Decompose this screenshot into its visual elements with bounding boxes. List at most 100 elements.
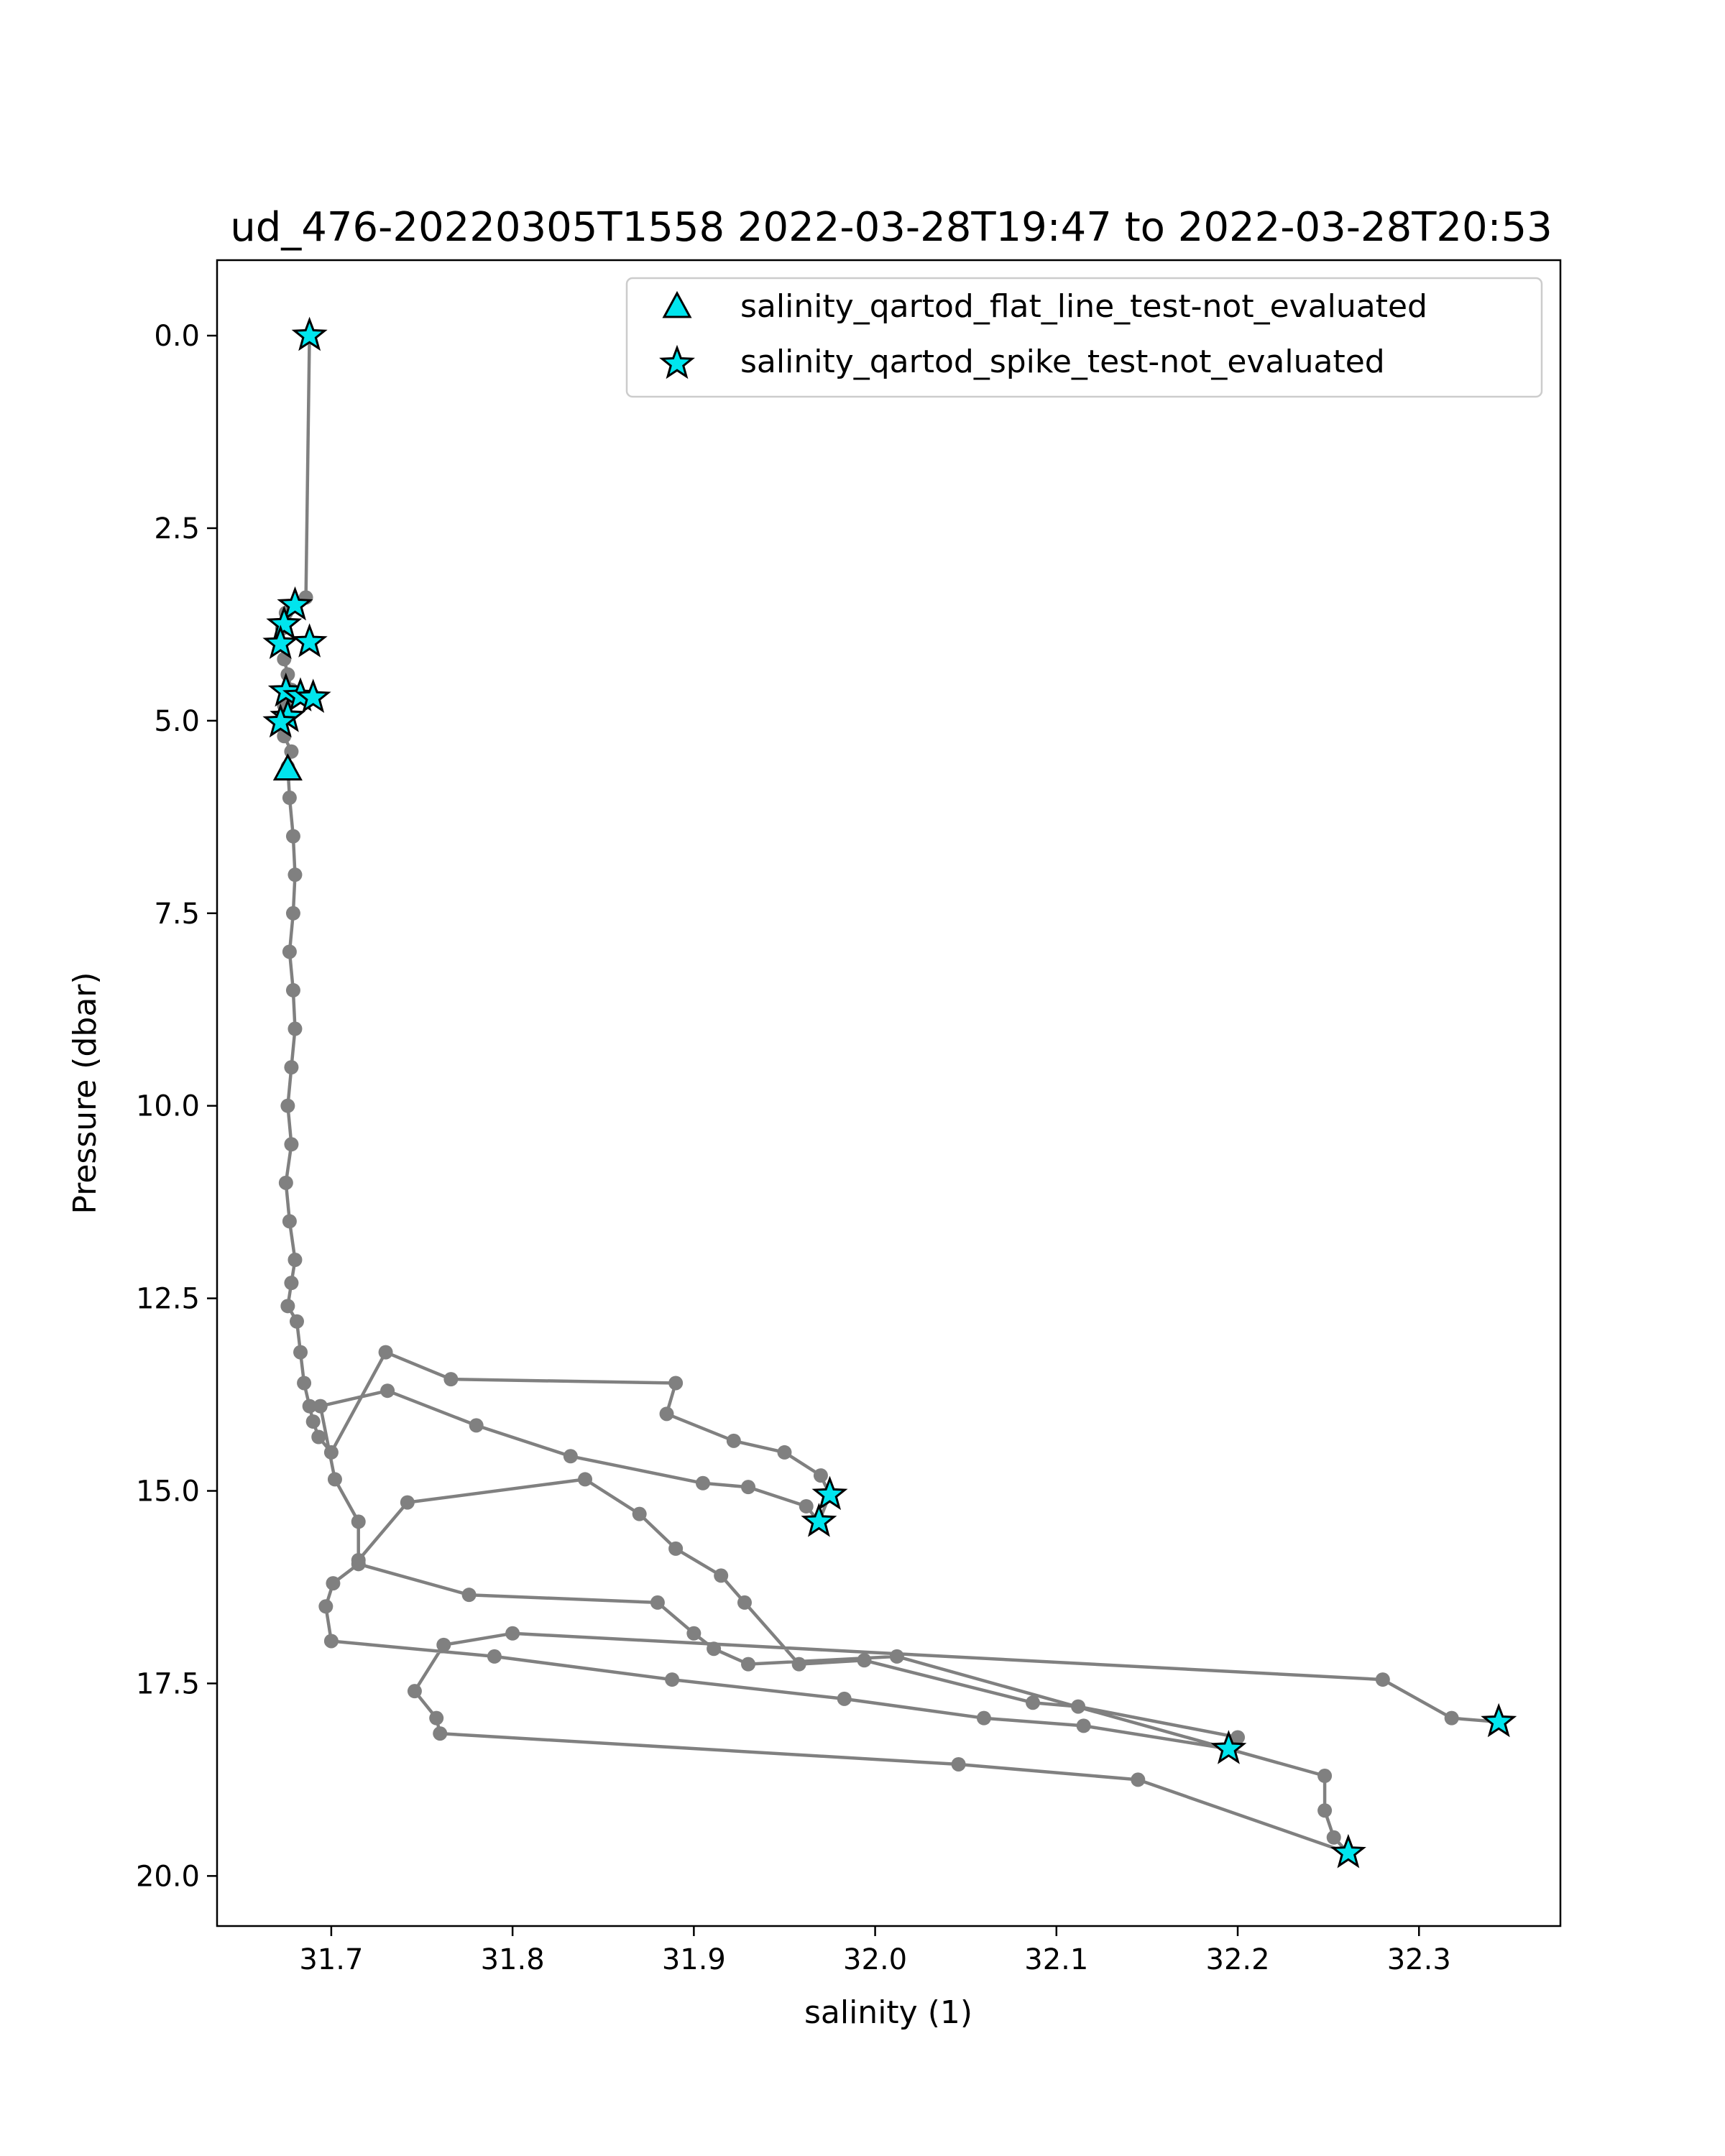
profile-point [323, 1634, 339, 1649]
spike-test-marker [1330, 1833, 1366, 1869]
profile-point [737, 1595, 752, 1610]
profile-point [297, 1376, 312, 1391]
profile-point [280, 1299, 295, 1314]
spike-test-marker [291, 316, 328, 351]
profile-point [282, 944, 297, 959]
profile-point [799, 1498, 814, 1514]
profile-point [505, 1626, 520, 1641]
profile-point [777, 1445, 792, 1460]
profile-point [318, 1599, 334, 1614]
x-tick-label-3: 32.0 [843, 1943, 907, 1976]
profile-point [289, 1314, 304, 1329]
legend-star-icon [659, 344, 695, 379]
spike-test-marker [811, 1475, 848, 1511]
spike-test-marker [266, 605, 303, 640]
profile-point [889, 1649, 904, 1664]
profile-point [323, 1445, 339, 1460]
profile-point [741, 1480, 756, 1495]
profile-point [433, 1726, 448, 1741]
profile-point [285, 906, 300, 921]
profile-point [326, 1576, 341, 1591]
y-tick-label-2: 5.0 [154, 705, 200, 738]
y-tick-label-6: 15.0 [136, 1475, 200, 1508]
spike-test-marker [277, 586, 313, 621]
profile-point [282, 1214, 297, 1229]
profile-point [282, 791, 297, 806]
profile-point [837, 1691, 852, 1706]
profile-point [659, 1406, 674, 1422]
profile-point [327, 1472, 342, 1487]
profile-point [668, 1541, 684, 1556]
x-axis: 31.7 31.8 31.9 32.0 32.1 32.2 32.3 [299, 1926, 1451, 1976]
profile-point [1317, 1769, 1333, 1784]
profile-point [578, 1472, 593, 1487]
y-tick-label-7: 17.5 [136, 1667, 200, 1700]
profile-point [650, 1595, 665, 1610]
profile-point [284, 1276, 299, 1291]
profile-point [1317, 1803, 1333, 1818]
y-tick-label-4: 10.0 [136, 1090, 200, 1123]
profile-point [951, 1756, 966, 1772]
profile-point [278, 1175, 293, 1190]
profile-point [1026, 1695, 1041, 1710]
y-tick-label-5: 12.5 [136, 1283, 200, 1316]
profile-point [707, 1641, 722, 1657]
flat-line-test-marker [272, 753, 303, 780]
profile-point [305, 1414, 321, 1429]
profile-point [302, 1399, 317, 1414]
profile-point [1230, 1730, 1246, 1745]
chart-title: ud_476-20220305T1558 2022-03-28T19:47 to… [230, 204, 1552, 251]
profile-point [1076, 1718, 1091, 1733]
legend-triangle-icon [662, 290, 692, 318]
profile-point [791, 1657, 806, 1672]
x-tick-label-5: 32.2 [1206, 1943, 1270, 1976]
profile-point [813, 1468, 828, 1483]
spike-test-marker [291, 623, 328, 658]
profile-point [436, 1637, 451, 1652]
y-tick-label-3: 7.5 [154, 898, 200, 931]
legend-frame [625, 277, 1543, 398]
y-tick-label-1: 2.5 [154, 512, 200, 545]
x-axis-label: salinity (1) [804, 1994, 972, 2031]
profile-point [285, 829, 300, 844]
profile-point [443, 1372, 459, 1387]
profile-point [665, 1672, 680, 1687]
x-tick-label-6: 32.3 [1387, 1943, 1451, 1976]
profile-point [487, 1649, 502, 1664]
x-tick-label-0: 31.7 [299, 1943, 363, 1976]
profile-point [726, 1433, 741, 1448]
profile-line [279, 335, 1499, 1855]
profile-point [400, 1495, 415, 1510]
profile-point [351, 1514, 366, 1529]
profile-point [280, 1098, 295, 1113]
profile-point [351, 1557, 366, 1572]
profile-point [378, 1345, 393, 1360]
legend-label-flat-line: salinity_qartod_flat_line_test-not_evalu… [740, 288, 1427, 325]
profile-point [380, 1383, 395, 1399]
profile-point [288, 1021, 303, 1036]
profile-point [288, 867, 303, 883]
profile-point [695, 1475, 710, 1491]
spike-test-marker [1210, 1730, 1247, 1764]
y-axis-label: Pressure (dbar) [67, 972, 104, 1214]
plot-area [262, 316, 1517, 1869]
profile-point [469, 1418, 484, 1433]
profile-point [563, 1449, 578, 1464]
profile-point [976, 1710, 991, 1726]
profile-point [407, 1684, 422, 1699]
profile-point [293, 1345, 308, 1360]
spike-test-marker [262, 625, 299, 659]
profile-point [741, 1657, 756, 1672]
x-tick-label-2: 31.9 [662, 1943, 726, 1976]
spike-test-marker [262, 703, 299, 738]
profile-point [461, 1588, 477, 1603]
profile-point [1071, 1699, 1086, 1714]
profile-point [632, 1506, 647, 1521]
profile-point [714, 1568, 729, 1583]
plot-frame [216, 259, 1562, 1927]
spike-test-marker [801, 1503, 837, 1537]
profile-point [1131, 1772, 1146, 1787]
profile-point [284, 1060, 299, 1075]
legend: salinity_qartod_flat_line_test-not_evalu… [625, 277, 1543, 398]
